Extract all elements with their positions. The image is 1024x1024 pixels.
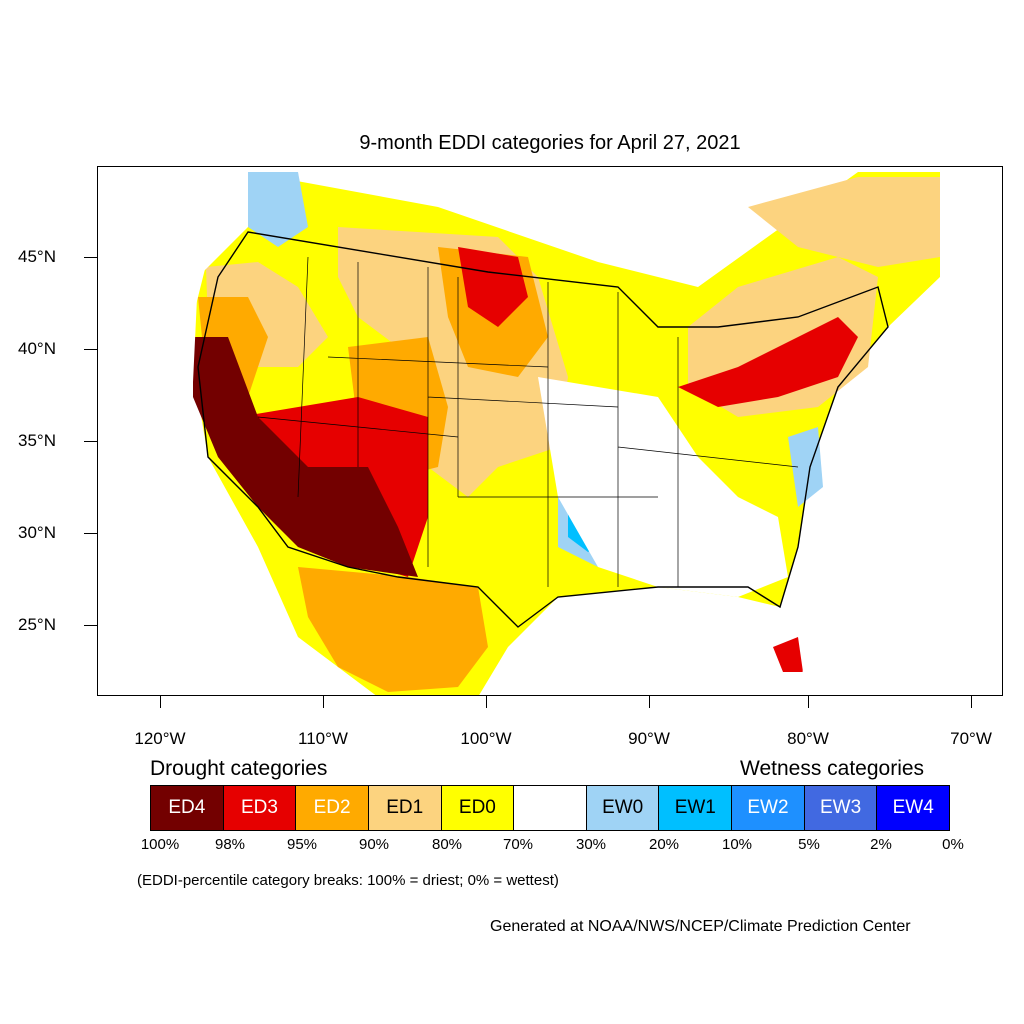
region-ed3-greatlakes [678, 317, 858, 407]
region-ed4-southwest [193, 337, 418, 577]
pct-label: 70% [502, 836, 534, 853]
region-ed2-southwest [298, 567, 488, 692]
lat-tick [84, 533, 97, 534]
lon-tick [160, 696, 161, 708]
lat-tick [84, 625, 97, 626]
pct-label: 5% [798, 836, 820, 853]
eddi-map [98, 167, 1002, 695]
us-border [197, 231, 889, 628]
lat-label-45: 45°N [18, 247, 56, 266]
category-breaks-note: (EDDI-percentile category breaks: 100% =… [137, 872, 559, 889]
pct-label: 90% [358, 836, 390, 853]
legend-neutral [514, 786, 587, 830]
pct-label: 30% [575, 836, 607, 853]
legend-ed0: ED0 [441, 786, 515, 830]
pct-label: 80% [431, 836, 463, 853]
legend-ed3: ED3 [223, 786, 297, 830]
legend-ed2: ED2 [296, 786, 369, 830]
region-ew0-pacific-northwest [248, 172, 308, 247]
pct-label: 98% [214, 836, 246, 853]
region-ed3-florida [773, 637, 803, 672]
lat-label-25: 25°N [18, 615, 56, 634]
lon-tick [971, 696, 972, 708]
region-ed1-canada [748, 177, 940, 267]
lon-tick [808, 696, 809, 708]
map-area [97, 166, 1003, 696]
region-ew0-carolinas [788, 427, 823, 507]
lon-label-120: 120°W [134, 729, 186, 748]
legend-ed1: ED1 [368, 786, 442, 830]
pct-label: 100% [140, 836, 180, 853]
lat-label-35: 35°N [18, 431, 56, 450]
credit-line: Generated at NOAA/NWS/NCEP/Climate Predi… [490, 918, 911, 935]
lon-label-110: 110°W [298, 729, 348, 748]
lon-label-100: 100°W [460, 729, 512, 748]
wetness-categories-title: Wetness categories [740, 757, 925, 780]
lat-label-40: 40°N [18, 339, 56, 358]
drought-categories-title: Drought categories [150, 757, 328, 780]
lon-tick [323, 696, 324, 708]
lon-label-70: 70°W [950, 729, 992, 748]
pct-label: 0% [942, 836, 964, 853]
lat-tick [84, 257, 97, 258]
lon-label-90: 90°W [628, 729, 670, 748]
legend-ew0: EW0 [586, 786, 660, 830]
pct-label: 2% [870, 836, 892, 853]
lat-label-30: 30°N [18, 523, 56, 542]
legend-ew3: EW3 [804, 786, 878, 830]
legend-ed4: ED4 [151, 786, 224, 830]
region-ed3-dakotas [458, 247, 528, 327]
pct-label: 95% [286, 836, 318, 853]
legend-ew2: EW2 [732, 786, 805, 830]
map-title: 9-month EDDI categories for April 27, 20… [359, 132, 741, 154]
pct-label: 10% [721, 836, 753, 853]
pct-label: 20% [648, 836, 680, 853]
legend-ew1: EW1 [659, 786, 733, 830]
lon-tick [649, 696, 650, 708]
region-neutral-canada [98, 167, 248, 695]
lat-tick [84, 349, 97, 350]
region-neutral-midwest [538, 377, 788, 597]
lat-tick [84, 441, 97, 442]
lon-label-80: 80°W [787, 729, 829, 748]
region-neutral-ocean-east [798, 167, 1002, 695]
legend-color-bar: ED4 ED3 ED2 ED1 ED0 EW0 EW1 EW2 EW3 EW4 [150, 785, 950, 831]
lon-tick [486, 696, 487, 708]
state-lines [257, 256, 799, 587]
legend-ew4: EW4 [877, 786, 950, 830]
